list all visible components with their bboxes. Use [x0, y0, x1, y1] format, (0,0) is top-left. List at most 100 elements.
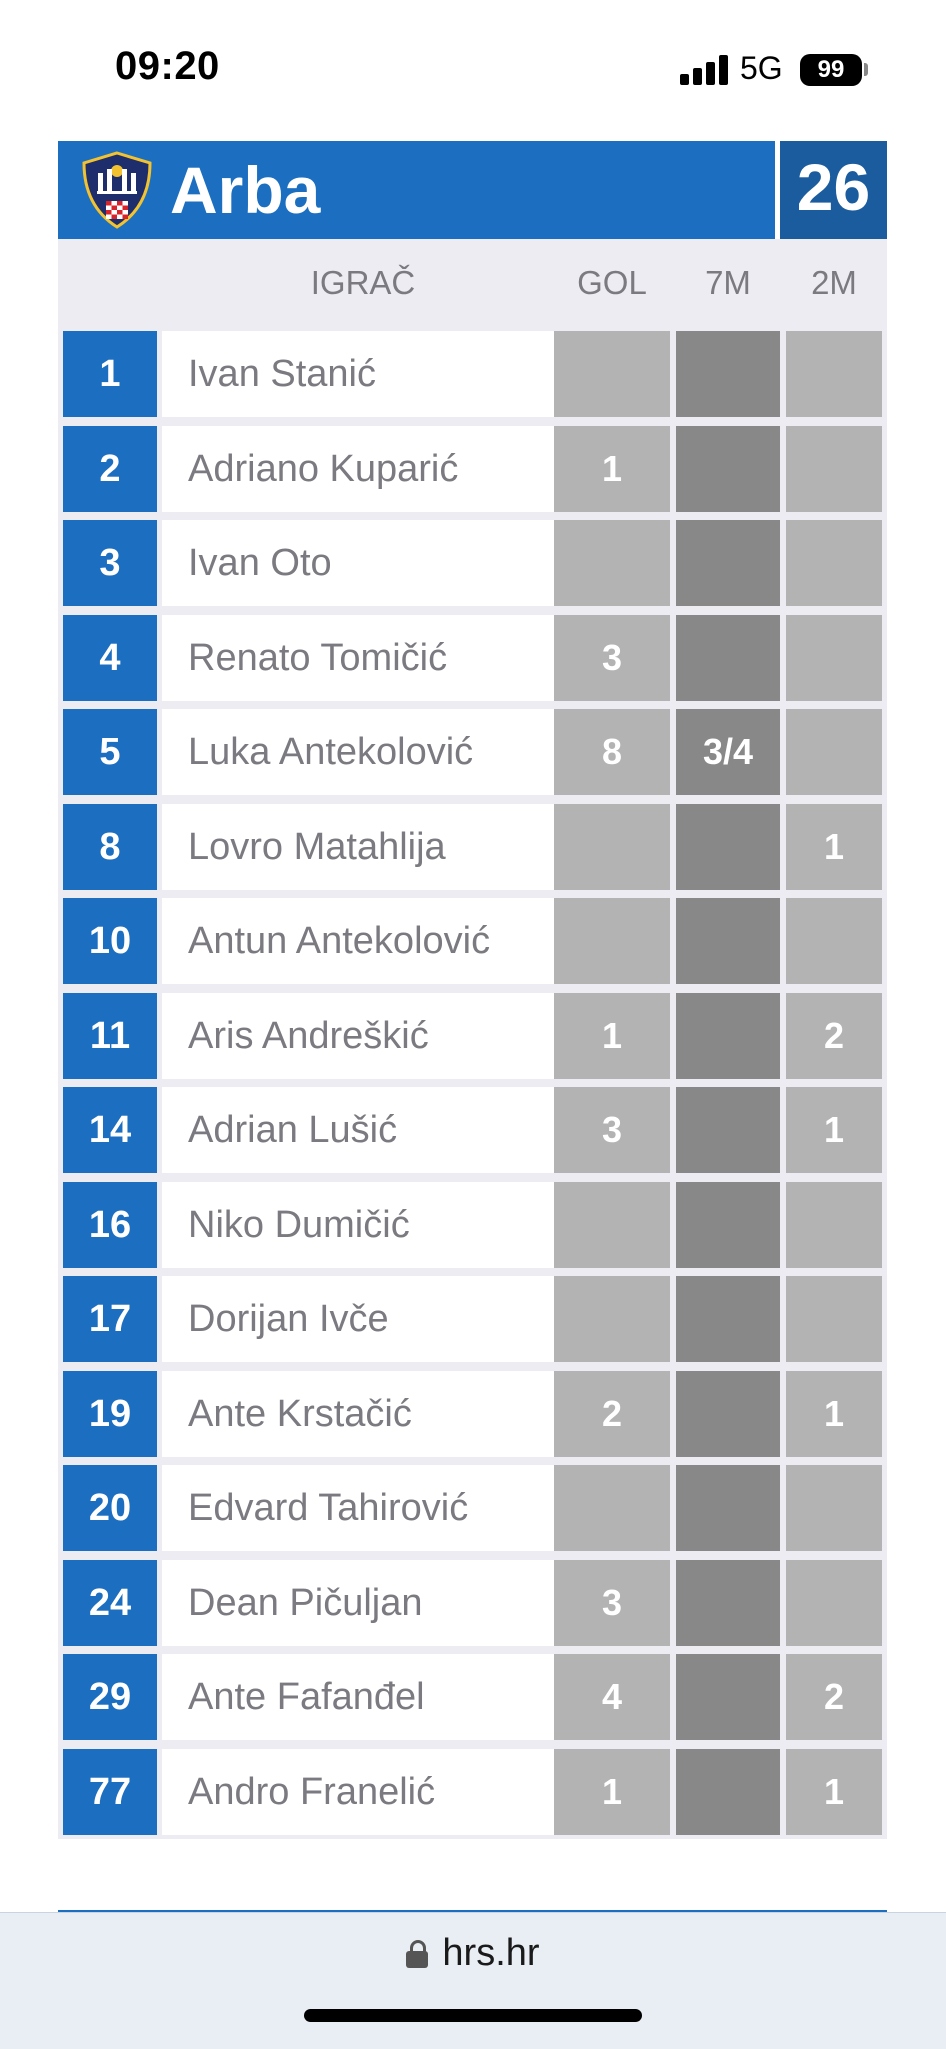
- table-row: 14 Adrian Lušić 3 1: [58, 1083, 887, 1177]
- player-2m: [786, 614, 882, 701]
- column-header-goals: GOL: [577, 264, 647, 301]
- player-goals: [554, 331, 670, 417]
- player-name: Ivan Oto: [162, 520, 604, 606]
- player-2m: [786, 1559, 882, 1646]
- player-7m: 3/4: [676, 709, 780, 795]
- battery-tip: [864, 63, 868, 76]
- player-7m: [676, 1559, 780, 1646]
- player-goals: 3: [554, 1087, 670, 1173]
- column-header-player: IGRAČ: [310, 264, 416, 301]
- player-2m: 1: [786, 1087, 882, 1173]
- player-number: 4: [63, 614, 157, 701]
- player-goals: 3: [554, 1559, 670, 1646]
- battery-icon: 99: [800, 54, 862, 86]
- player-2m: 2: [786, 992, 882, 1079]
- player-goals: [554, 1465, 670, 1551]
- cellular-signal-icon: [680, 55, 728, 85]
- url-display[interactable]: hrs.hr: [0, 1932, 946, 1975]
- player-7m: [676, 520, 780, 606]
- player-name: Andro Franelić: [162, 1748, 604, 1835]
- player-7m: [676, 331, 780, 417]
- player-number: 29: [63, 1654, 157, 1740]
- table-row: 2 Adriano Kuparić 1: [58, 422, 887, 516]
- table-row: 3 Ivan Oto: [58, 516, 887, 610]
- player-goals: 1: [554, 1748, 670, 1835]
- player-7m: [676, 1654, 780, 1740]
- table-row: 19 Ante Krstačić 2 1: [58, 1367, 887, 1461]
- player-2m: [786, 425, 882, 512]
- lock-icon: [406, 1939, 429, 1968]
- player-2m: 1: [786, 1370, 882, 1457]
- team-header: Arba: [58, 141, 775, 239]
- player-goals: 3: [554, 614, 670, 701]
- table-row: 29 Ante Fafanđel 4 2: [58, 1650, 887, 1744]
- player-2m: 1: [786, 1748, 882, 1835]
- player-number: 77: [63, 1748, 157, 1835]
- player-2m: [786, 709, 882, 795]
- player-name: Luka Antekolović: [162, 709, 604, 795]
- status-time: 09:20: [115, 44, 220, 88]
- player-name: Dorijan Ivče: [162, 1276, 604, 1362]
- player-number: 19: [63, 1370, 157, 1457]
- column-header-7m: 7M: [705, 264, 751, 301]
- player-name: Adriano Kuparić: [162, 425, 604, 512]
- player-name: Niko Dumičić: [162, 1181, 604, 1268]
- player-number: 11: [63, 992, 157, 1079]
- table-row: 24 Dean Pičuljan 3: [58, 1556, 887, 1650]
- player-2m: [786, 520, 882, 606]
- player-7m: [676, 1276, 780, 1362]
- player-number: 14: [63, 1087, 157, 1173]
- player-7m: [676, 1465, 780, 1551]
- player-7m: [676, 1370, 780, 1457]
- team-score: 26: [780, 141, 887, 239]
- players-table: IGRAČ GOL 7M 2M 1 Ivan Stanić 2 Adriano …: [58, 239, 887, 1839]
- player-goals: 2: [554, 1370, 670, 1457]
- player-number: 17: [63, 1276, 157, 1362]
- table-row: 4 Renato Tomičić 3: [58, 611, 887, 705]
- browser-address-bar[interactable]: [0, 1912, 946, 2049]
- player-name: Ante Fafanđel: [162, 1654, 604, 1740]
- player-name: Edvard Tahirović: [162, 1465, 604, 1551]
- team-name: Arba: [170, 153, 321, 227]
- player-number: 24: [63, 1559, 157, 1646]
- table-row: 11 Aris Andreškić 1 2: [58, 989, 887, 1083]
- player-2m: [786, 331, 882, 417]
- player-goals: 8: [554, 709, 670, 795]
- section-divider: [58, 1910, 887, 1913]
- status-bar: 09:20 5G 99: [0, 0, 946, 140]
- player-7m: [676, 614, 780, 701]
- table-row: 1 Ivan Stanić: [58, 327, 887, 421]
- player-7m: [676, 898, 780, 984]
- player-2m: [786, 1465, 882, 1551]
- player-goals: [554, 1276, 670, 1362]
- player-name: Aris Andreškić: [162, 992, 604, 1079]
- player-goals: [554, 898, 670, 984]
- table-row: 16 Niko Dumičić: [58, 1178, 887, 1272]
- player-number: 2: [63, 425, 157, 512]
- player-goals: 4: [554, 1654, 670, 1740]
- table-row: 77 Andro Franelić 1 1: [58, 1745, 887, 1839]
- player-2m: 1: [786, 803, 882, 890]
- player-2m: [786, 898, 882, 984]
- player-goals: [554, 1181, 670, 1268]
- home-indicator[interactable]: [304, 2009, 642, 2022]
- player-7m: [676, 803, 780, 890]
- player-name: Ante Krstačić: [162, 1370, 604, 1457]
- player-number: 16: [63, 1181, 157, 1268]
- player-7m: [676, 1748, 780, 1835]
- player-7m: [676, 992, 780, 1079]
- player-number: 5: [63, 709, 157, 795]
- table-row: 20 Edvard Tahirović: [58, 1461, 887, 1555]
- player-name: Lovro Matahlija: [162, 803, 604, 890]
- player-7m: [676, 425, 780, 512]
- player-number: 3: [63, 520, 157, 606]
- player-2m: 2: [786, 1654, 882, 1740]
- player-2m: [786, 1181, 882, 1268]
- column-header-2m: 2M: [811, 264, 857, 301]
- player-goals: 1: [554, 425, 670, 512]
- player-7m: [676, 1181, 780, 1268]
- player-name: Dean Pičuljan: [162, 1559, 604, 1646]
- player-name: Antun Antekolović: [162, 898, 604, 984]
- club-crest-icon: [80, 151, 154, 229]
- table-row: 10 Antun Antekolović: [58, 894, 887, 988]
